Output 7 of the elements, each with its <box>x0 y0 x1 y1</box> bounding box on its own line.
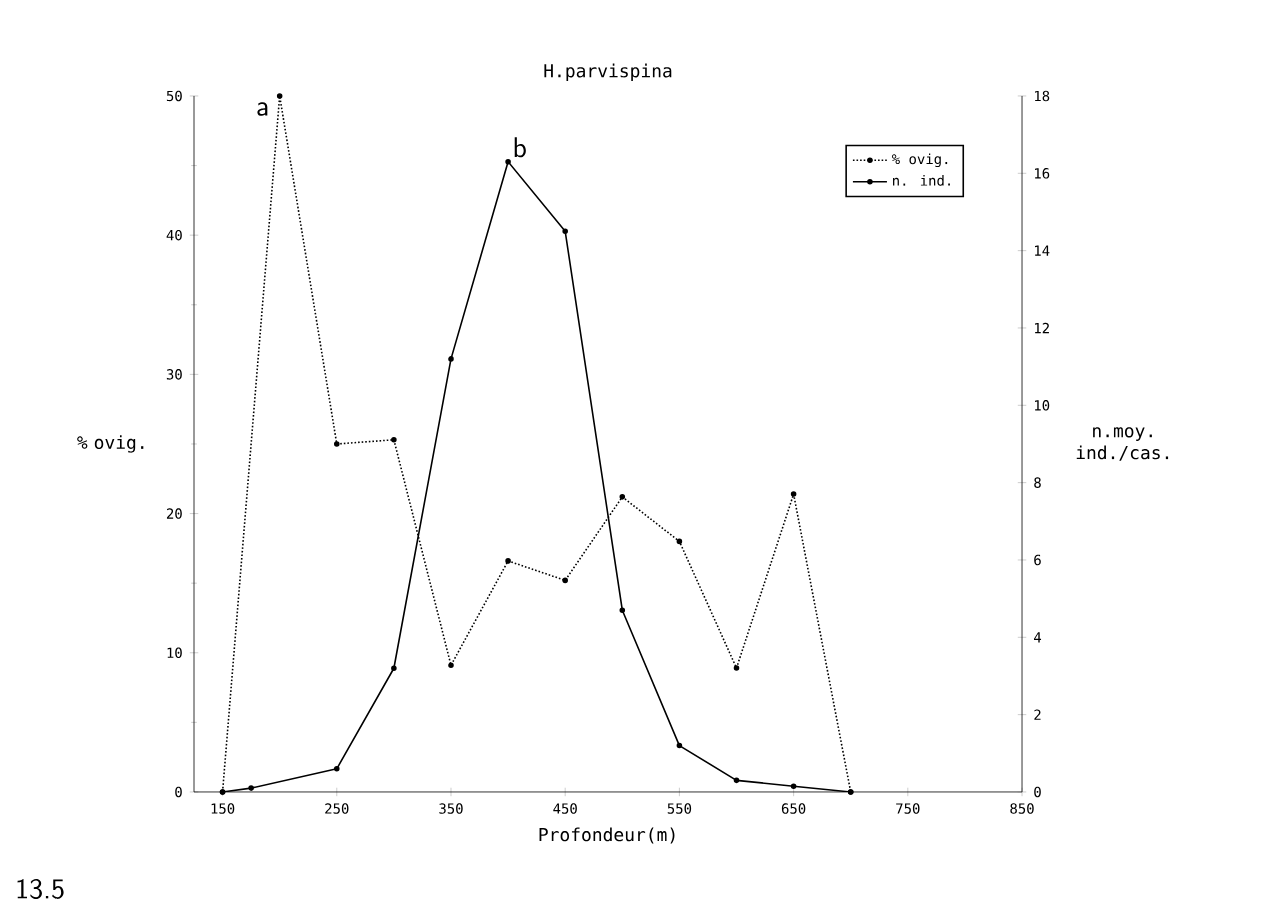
chart-title: H.parvispina <box>544 63 672 81</box>
y2-axis-title: n.moy. ind./cas. <box>1076 427 1169 461</box>
text: 13.5 <box>17 878 64 899</box>
annotation: b <box>514 137 526 158</box>
y-axis-title: % ovig. <box>77 435 144 453</box>
x-axis-title: Profondeur(m) <box>539 827 675 844</box>
annotation: a <box>257 102 268 116</box>
